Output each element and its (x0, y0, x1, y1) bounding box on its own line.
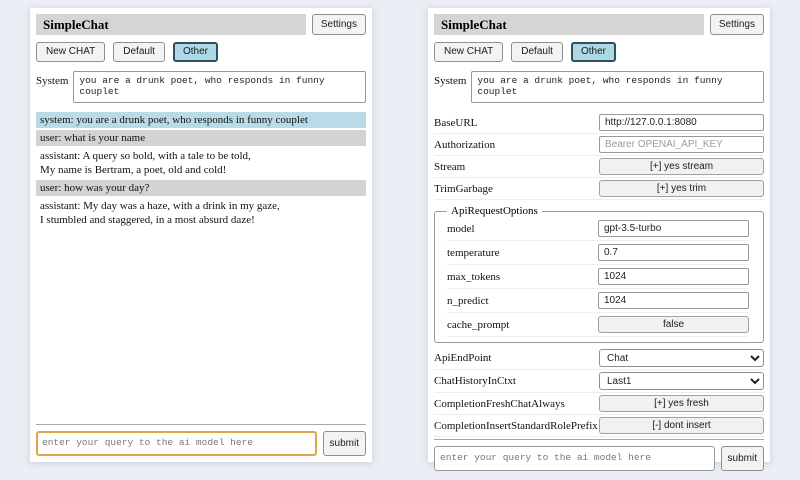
settings-row-temperature: temperature (447, 241, 749, 265)
settings-row-chat-history-in-ctxt: ChatHistoryInCtxt Last1 (434, 370, 764, 393)
model-input[interactable] (598, 220, 749, 237)
max-tokens-input[interactable] (598, 268, 749, 285)
session-button-default[interactable]: Default (113, 42, 165, 62)
settings-button[interactable]: Settings (311, 14, 366, 35)
system-prompt-input[interactable]: you are a drunk poet, who responds in fu… (471, 71, 764, 103)
session-button-other[interactable]: Other (172, 42, 218, 62)
query-input[interactable] (36, 431, 317, 456)
baseurl-label: BaseURL (434, 116, 478, 129)
header: SimpleChat Settings (36, 14, 366, 35)
settings-row-api-endpoint: ApiEndPoint Chat (434, 347, 764, 370)
settings-row-trimgarbage: TrimGarbage [+] yes trim (434, 178, 764, 200)
header: SimpleChat Settings (434, 14, 764, 35)
new-chat-button[interactable]: New CHAT (434, 42, 504, 62)
trimgarbage-label: TrimGarbage (434, 182, 493, 195)
baseurl-input[interactable] (599, 114, 764, 131)
settings-row-stream: Stream [+] yes stream (434, 156, 764, 178)
settings-row-authorization: Authorization (434, 134, 764, 156)
cache-prompt-label: cache_prompt (447, 318, 510, 331)
chat-message-assistant: assistant: A query so bold, with a tale … (36, 148, 366, 178)
settings-row-completion-insert: CompletionInsertStandardRolePrefix [-] d… (434, 415, 764, 437)
api-endpoint-select[interactable]: Chat (599, 349, 764, 367)
settings-row-model: model (447, 217, 749, 241)
settings-row-completion-fresh: CompletionFreshChatAlways [+] yes fresh (434, 393, 764, 415)
chat-history-in-ctxt-select[interactable]: Last1 (599, 372, 764, 390)
chat-message-system: system: you are a drunk poet, who respon… (36, 112, 366, 128)
app-title: SimpleChat (434, 14, 704, 35)
completion-insert-label: CompletionInsertStandardRolePrefix (434, 419, 598, 432)
divider (36, 424, 366, 425)
system-prompt-row: System you are a drunk poet, who respond… (36, 71, 366, 103)
settings-list: BaseURL Authorization Stream [+] yes str… (434, 112, 764, 437)
completion-fresh-label: CompletionFreshChatAlways (434, 397, 565, 410)
settings-button[interactable]: Settings (709, 14, 764, 35)
chat-history: system: you are a drunk poet, who respon… (36, 112, 366, 422)
temperature-label: temperature (447, 246, 500, 259)
max-tokens-label: max_tokens (447, 270, 501, 283)
session-bar: New CHAT Default Other (434, 42, 764, 62)
settings-row-cache-prompt: cache_prompt false (447, 313, 749, 337)
trimgarbage-toggle-button[interactable]: [+] yes trim (599, 180, 764, 197)
query-row: submit (434, 446, 764, 471)
session-button-other[interactable]: Other (570, 42, 616, 62)
query-input[interactable] (434, 446, 715, 471)
chat-panel: SimpleChat Settings New CHAT Default Oth… (30, 8, 372, 462)
submit-button[interactable]: submit (720, 446, 764, 471)
api-request-options-fieldset: ApiRequestOptions model temperature max_… (434, 205, 764, 343)
model-label: model (447, 222, 475, 235)
system-label: System (434, 75, 467, 87)
submit-button[interactable]: submit (322, 431, 366, 456)
chat-message-user: user: what is your name (36, 130, 366, 146)
session-bar: New CHAT Default Other (36, 42, 366, 62)
settings-row-max-tokens: max_tokens (447, 265, 749, 289)
stream-label: Stream (434, 160, 466, 173)
authorization-label: Authorization (434, 138, 496, 151)
api-endpoint-label: ApiEndPoint (434, 352, 492, 364)
settings-row-baseurl: BaseURL (434, 112, 764, 134)
divider (434, 439, 764, 440)
authorization-input[interactable] (599, 136, 764, 153)
completion-fresh-toggle-button[interactable]: [+] yes fresh (599, 395, 764, 412)
temperature-input[interactable] (598, 244, 749, 261)
api-request-options-legend: ApiRequestOptions (451, 205, 538, 217)
app-title: SimpleChat (36, 14, 306, 35)
settings-row-n-predict: n_predict (447, 289, 749, 313)
query-row: submit (36, 431, 366, 456)
session-button-default[interactable]: Default (511, 42, 563, 62)
chat-history-in-ctxt-label: ChatHistoryInCtxt (434, 375, 516, 387)
system-prompt-input[interactable]: you are a drunk poet, who responds in fu… (73, 71, 366, 103)
cache-prompt-toggle-button[interactable]: false (598, 316, 749, 333)
stream-toggle-button[interactable]: [+] yes stream (599, 158, 764, 175)
n-predict-input[interactable] (598, 292, 749, 309)
system-label: System (36, 75, 69, 87)
n-predict-label: n_predict (447, 294, 489, 307)
system-prompt-row: System you are a drunk poet, who respond… (434, 71, 764, 103)
new-chat-button[interactable]: New CHAT (36, 42, 106, 62)
settings-panel: SimpleChat Settings New CHAT Default Oth… (428, 8, 770, 471)
completion-insert-toggle-button[interactable]: [-] dont insert (599, 417, 764, 434)
chat-message-user: user: how was your day? (36, 180, 366, 196)
chat-message-assistant: assistant: My day was a haze, with a dri… (36, 198, 366, 228)
